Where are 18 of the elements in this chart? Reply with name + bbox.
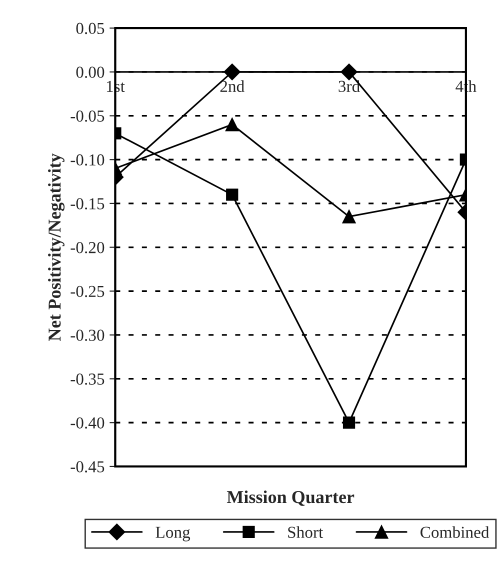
legend-label: Long bbox=[156, 526, 190, 542]
y-tick-label: -0.40 bbox=[70, 417, 104, 429]
legend-label: Short bbox=[288, 526, 324, 538]
y-tick-label: -0.30 bbox=[70, 330, 104, 341]
y-tick-label: -0.05 bbox=[70, 110, 104, 122]
x-tick-label: 3rd bbox=[338, 80, 360, 92]
y-tick-label: 0.00 bbox=[76, 66, 104, 78]
x-axis-title: Mission Quarter bbox=[226, 490, 354, 506]
y-axis-title: Net Positivity/Negativity bbox=[48, 153, 65, 341]
y-tick-label: -0.25 bbox=[70, 286, 104, 298]
x-tick-label: 2nd bbox=[220, 80, 244, 92]
y-tick-label: -0.20 bbox=[70, 242, 104, 254]
y-tick-label: -0.15 bbox=[70, 198, 104, 210]
y-tick-label: -0.35 bbox=[70, 373, 104, 385]
legend-label: Combined bbox=[420, 526, 490, 538]
y-tick-label: -0.45 bbox=[70, 461, 104, 472]
y-tick-label: -0.10 bbox=[70, 154, 104, 166]
y-tick-label: 0.05 bbox=[76, 22, 104, 34]
